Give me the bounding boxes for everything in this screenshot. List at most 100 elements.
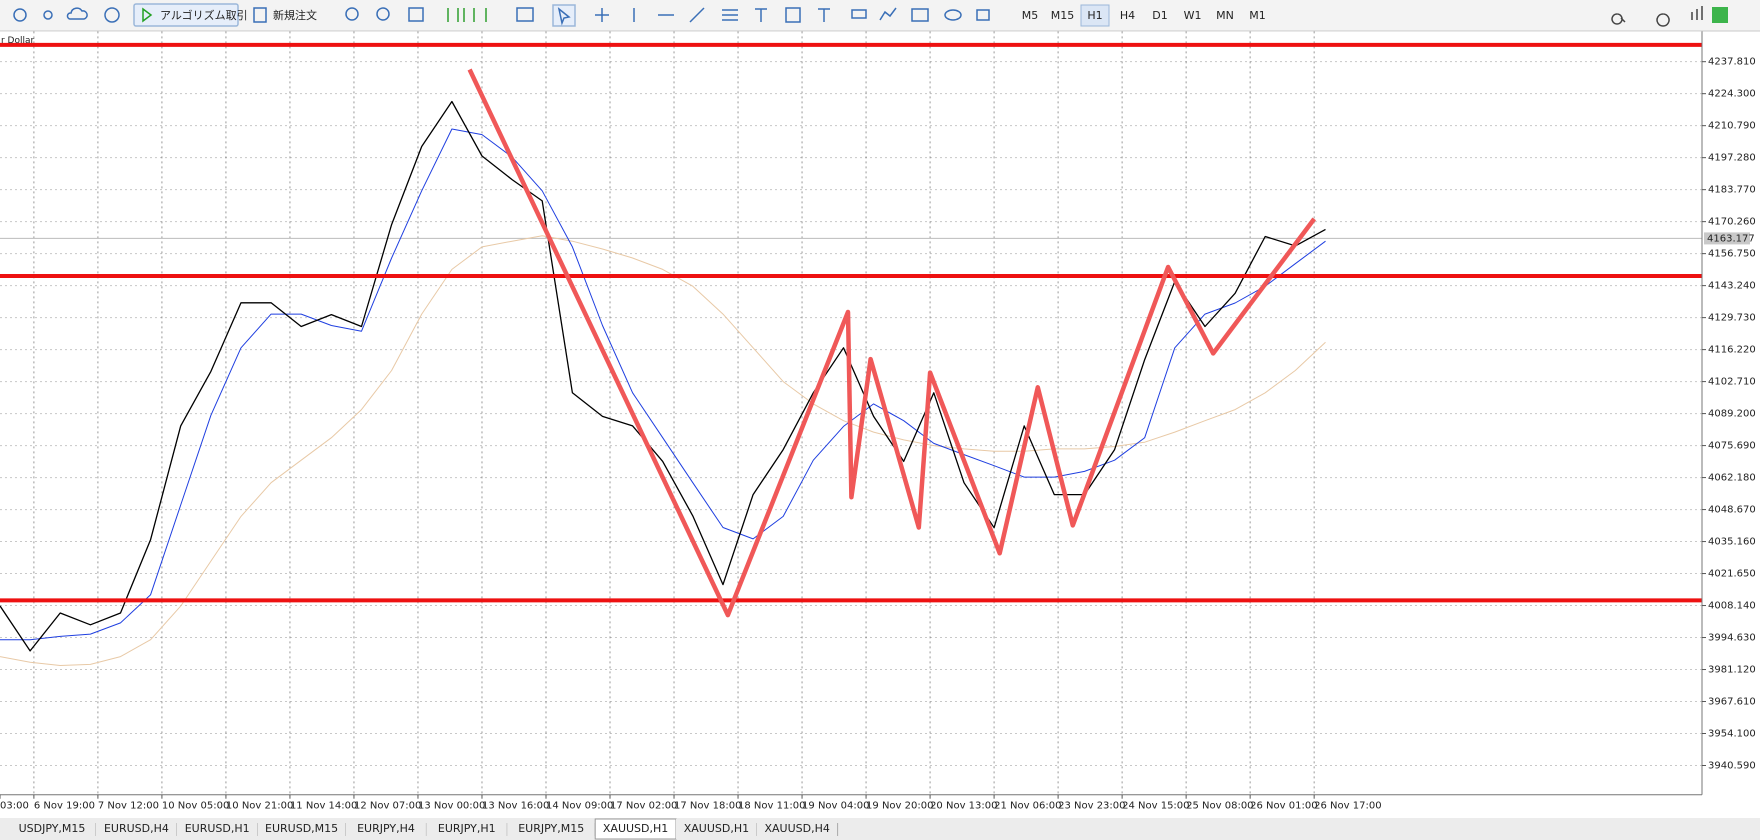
x-tick-label: 26 Nov 01:00: [1250, 801, 1317, 812]
timeframe-button[interactable]: M5: [1022, 9, 1039, 22]
y-tick-label: 4048.670: [1708, 505, 1756, 516]
x-tick-label: 14 Nov 09:00: [546, 801, 613, 812]
y-tick-label: 4129.730: [1708, 313, 1756, 324]
ma_slow-line: [0, 235, 1326, 666]
timeframe-button[interactable]: H1: [1087, 9, 1102, 22]
icon-cloud[interactable]: [66, 7, 88, 20]
tab[interactable]: [426, 819, 508, 839]
icon-play: [142, 7, 153, 23]
x-tick-label: 10 Nov 05:00: [162, 801, 229, 812]
x-tick-label: 17 Nov 02:00: [610, 801, 677, 812]
y-tick-label: 4021.650: [1708, 569, 1756, 580]
timeframe-button[interactable]: M15: [1051, 9, 1075, 22]
x-tick-label: 18 Nov 11:00: [738, 801, 805, 812]
current-price-tag: [1704, 232, 1750, 245]
y-tick-label: 4210.790: [1708, 121, 1756, 132]
tab[interactable]: [96, 819, 177, 839]
zigzag-line: [467, 68, 1316, 618]
y-tick-label: 4143.240: [1708, 281, 1756, 292]
y-tick-label: 4102.710: [1708, 377, 1756, 388]
tab[interactable]: [176, 819, 258, 839]
algo-button-label[interactable]: アルゴリズム取引: [160, 8, 248, 22]
y-tick-label: 4089.200: [1708, 409, 1756, 420]
icon-zoom-out[interactable]: [376, 7, 390, 21]
x-tick-label: 7 Nov 12:00: [98, 801, 159, 812]
tab[interactable]: [756, 819, 838, 839]
tab[interactable]: [676, 819, 757, 839]
x-tick-label: 13 Nov 00:00: [418, 801, 485, 812]
tab-label[interactable]: EURUSD,H1: [185, 822, 250, 835]
y-tick-label: 4116.220: [1708, 345, 1756, 356]
tab-label[interactable]: USDJPY,M15: [19, 822, 86, 835]
x-tick-label: 13 Nov 16:00: [482, 801, 549, 812]
y-tick-label: 4170.260: [1708, 217, 1756, 228]
cursor-button-bg[interactable]: [552, 4, 576, 27]
chart-axes: 4237.810 4224.300 4210.790 4197.280 4183.770…: [0, 36, 1756, 812]
x-tick-label: 6 Nov 19:00: [34, 801, 95, 812]
y-tick-label: 4156.750: [1708, 249, 1756, 260]
icon-screenshot[interactable]: [516, 7, 534, 22]
tab-label[interactable]: EURJPY,H1: [438, 822, 496, 835]
toolbar-right-icons[interactable]: [1611, 6, 1703, 27]
icon-status: [1712, 7, 1728, 23]
tab-label[interactable]: XAUUSD,H1: [603, 822, 668, 835]
y-tick-label: 4075.690: [1708, 441, 1756, 452]
timeframe-button[interactable]: MN: [1216, 9, 1234, 22]
x-tick-label: 19 Nov 04:00: [802, 801, 869, 812]
tab[interactable]: [8, 819, 96, 839]
toolbar-icons: [13, 3, 1728, 27]
timeframe-button[interactable]: H4: [1120, 9, 1135, 22]
y-tick-label: 3954.100: [1708, 729, 1756, 740]
y-tick-label: 3967.610: [1708, 697, 1756, 708]
tab-label[interactable]: EURJPY,H4: [357, 822, 415, 835]
chart-plot: [0, 31, 1703, 796]
toolbar: [0, 0, 1760, 31]
icon-signal[interactable]: [43, 10, 53, 20]
tab[interactable]: [257, 819, 346, 839]
tab-label[interactable]: EURJPY,M15: [518, 822, 584, 835]
symbol-label: r Dollar: [1, 36, 35, 46]
toolbar-labels: アルゴリズム取引 新規注文 M5 M15 H1 H4 D1 W1 MN M1: [160, 4, 1266, 27]
x-tick-label: 26 Nov 17:00: [1314, 801, 1381, 812]
x-tick-label: 23 Nov 23:00: [1058, 801, 1125, 812]
x-tick-label: 24 Nov 15:00: [1122, 801, 1189, 812]
new-order-label[interactable]: 新規注文: [273, 8, 317, 22]
tab-label[interactable]: XAUUSD,H4: [765, 822, 830, 835]
y-tick-label: 3940.590: [1708, 761, 1756, 772]
x-tick-label: 03:00: [0, 801, 29, 812]
toolbar-tools[interactable]: [595, 7, 990, 23]
x-tick-label: 11 Nov 14:00: [290, 801, 357, 812]
timeframe-active-bg[interactable]: [1080, 4, 1110, 27]
y-tick-label: 4237.810: [1708, 57, 1756, 68]
algo-button-bg[interactable]: [133, 3, 239, 27]
tab[interactable]: [507, 819, 596, 839]
timeframe-button[interactable]: M1: [1249, 9, 1266, 22]
timeframe-button[interactable]: D1: [1152, 9, 1167, 22]
icon-zoom-in[interactable]: [345, 7, 359, 21]
icon-cursor: [557, 7, 571, 26]
y-tick-label: 3981.120: [1708, 665, 1756, 676]
y-tick-label: 4035.160: [1708, 537, 1756, 548]
icon-new[interactable]: [13, 8, 27, 22]
y-tick-label: 4183.770: [1708, 185, 1756, 196]
icon-chart-shift[interactable]: [447, 8, 487, 22]
icon-market[interactable]: [104, 7, 120, 23]
price-line: [0, 100, 1326, 652]
y-tick-label: 4008.140: [1708, 601, 1756, 612]
y-tick-label: 4197.280: [1708, 153, 1756, 164]
tab[interactable]: [345, 819, 427, 839]
x-tick-label: 10 Nov 21:00: [226, 801, 293, 812]
y-tick-label: 4224.300: [1708, 89, 1756, 100]
timeframe-button[interactable]: W1: [1184, 9, 1202, 22]
icon-order: [253, 7, 267, 23]
tab-label[interactable]: XAUUSD,H1: [684, 822, 749, 835]
x-tick-label: 21 Nov 06:00: [994, 801, 1061, 812]
current-price-label: 4163.177: [1707, 233, 1755, 244]
tab-label[interactable]: EURUSD,H4: [104, 822, 169, 835]
x-tick-label: 25 Nov 08:00: [1186, 801, 1253, 812]
x-tick-label: 12 Nov 07:00: [354, 801, 421, 812]
tab-label[interactable]: EURUSD,M15: [265, 822, 338, 835]
icon-grid[interactable]: [408, 7, 424, 22]
y-tick-label: 4062.180: [1708, 473, 1756, 484]
